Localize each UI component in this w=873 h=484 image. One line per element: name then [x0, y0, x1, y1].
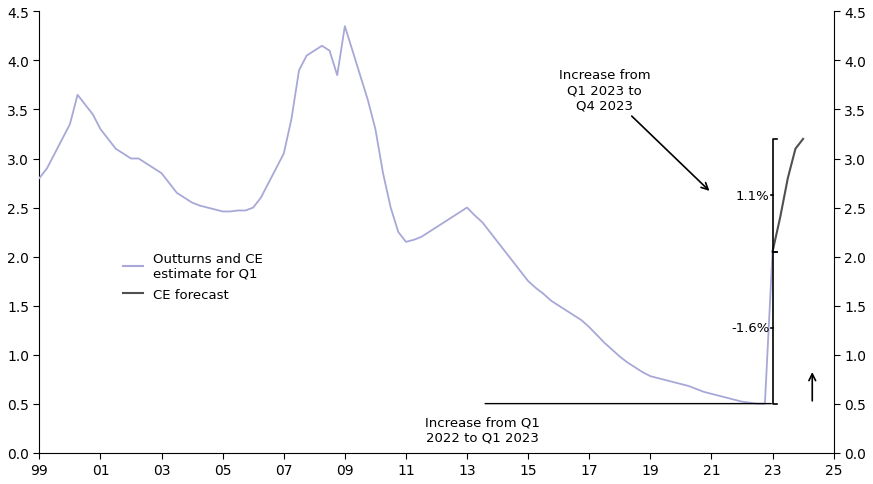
Text: Increase from Q1
2022 to Q1 2023: Increase from Q1 2022 to Q1 2023: [425, 416, 540, 443]
Text: Increase from
Q1 2023 to
Q4 2023: Increase from Q1 2023 to Q4 2023: [559, 69, 708, 190]
Text: 1.1%: 1.1%: [736, 189, 770, 202]
Legend: Outturns and CE
estimate for Q1, CE forecast: Outturns and CE estimate for Q1, CE fore…: [118, 247, 268, 306]
Text: -1.6%: -1.6%: [732, 321, 770, 334]
